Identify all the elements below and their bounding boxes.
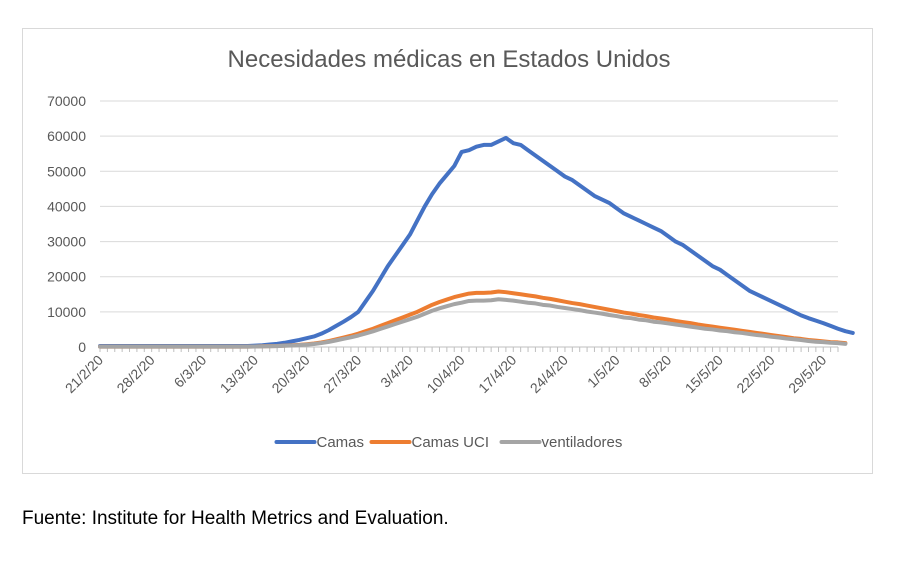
chart-frame: Necesidades médicas en Estados Unidos 0 1… <box>22 28 873 474</box>
x-tick-label: 15/5/20 <box>682 352 726 396</box>
y-tick-label: 10000 <box>47 304 86 320</box>
x-tick-label: 29/5/20 <box>785 352 829 396</box>
y-tick-label: 70000 <box>47 93 86 109</box>
y-tick-label: 50000 <box>47 163 86 179</box>
x-tick-label: 20/3/20 <box>268 352 312 396</box>
x-tick-label: 28/2/20 <box>113 352 157 396</box>
x-tick-label: 21/2/20 <box>62 352 106 396</box>
x-tick-label: 13/3/20 <box>217 352 261 396</box>
x-tick-label: 8/5/20 <box>636 352 675 391</box>
y-tick-label: 0 <box>78 339 86 355</box>
x-tick-label: 24/4/20 <box>527 352 571 396</box>
x-tick-label: 3/4/20 <box>377 352 416 391</box>
y-tick-label: 20000 <box>47 269 86 285</box>
chart-title: Necesidades médicas en Estados Unidos <box>228 46 671 73</box>
source-caption: Fuente: Institute for Health Metrics and… <box>22 508 449 529</box>
x-tick-label: 6/3/20 <box>171 352 210 391</box>
x-tick-label: 10/4/20 <box>423 352 467 396</box>
x-tick-label: 17/4/20 <box>475 352 519 396</box>
y-tick-label: 30000 <box>47 234 86 250</box>
legend-label: Camas UCI <box>412 434 490 451</box>
line-chart: Necesidades médicas en Estados Unidos 0 1… <box>47 46 855 451</box>
legend-label: ventiladores <box>542 434 623 451</box>
y-tick-label: 60000 <box>47 128 86 144</box>
legend-label: Camas <box>317 434 365 451</box>
x-tick-label: 27/3/20 <box>320 352 364 396</box>
series-line-ventiladores <box>98 297 848 349</box>
y-tick-label: 40000 <box>47 198 86 214</box>
x-tick-label: 22/5/20 <box>733 352 777 396</box>
x-tick-label: 1/5/20 <box>584 352 623 391</box>
